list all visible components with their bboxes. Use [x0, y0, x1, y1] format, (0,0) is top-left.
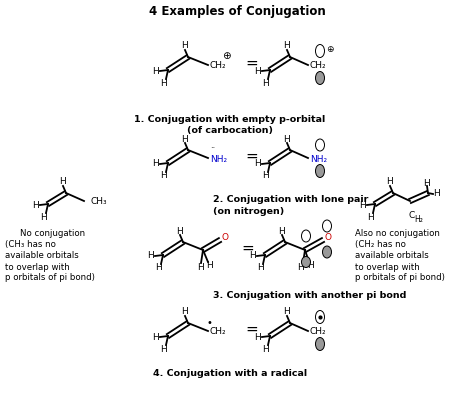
- Text: 4. Conjugation with a radical: 4. Conjugation with a radical: [153, 370, 307, 379]
- Ellipse shape: [322, 220, 331, 232]
- Text: H: H: [153, 160, 159, 168]
- Text: H: H: [153, 66, 159, 76]
- Text: =: =: [246, 149, 258, 164]
- Text: CH₂: CH₂: [310, 328, 327, 337]
- Text: 4 Examples of Conjugation: 4 Examples of Conjugation: [149, 4, 325, 18]
- Text: NH₂: NH₂: [210, 155, 227, 164]
- Text: CH₂: CH₂: [210, 328, 227, 337]
- Text: H: H: [182, 42, 188, 50]
- Text: •: •: [206, 318, 212, 328]
- Text: H: H: [283, 134, 291, 144]
- Text: CH₃: CH₃: [91, 197, 108, 206]
- Text: H: H: [255, 333, 261, 341]
- Text: H: H: [250, 252, 256, 260]
- Text: to overlap with: to overlap with: [5, 263, 70, 271]
- Text: H: H: [360, 201, 366, 210]
- Text: ··: ··: [210, 144, 216, 153]
- Text: H: H: [368, 212, 374, 221]
- Ellipse shape: [316, 139, 325, 151]
- Ellipse shape: [301, 230, 310, 242]
- Ellipse shape: [316, 72, 325, 85]
- Text: H: H: [41, 212, 47, 221]
- Text: =: =: [242, 241, 255, 256]
- Text: H: H: [283, 308, 291, 317]
- Text: No conjugation: No conjugation: [20, 228, 85, 238]
- Text: ⊕: ⊕: [222, 51, 230, 61]
- Text: H: H: [153, 333, 159, 341]
- Text: 2. Conjugation with lone pair: 2. Conjugation with lone pair: [213, 195, 368, 204]
- Text: H: H: [161, 171, 167, 180]
- Text: ⊕: ⊕: [326, 46, 334, 55]
- Text: H: H: [255, 160, 261, 168]
- Text: H: H: [161, 344, 167, 354]
- Text: H: H: [279, 227, 285, 236]
- Text: H: H: [387, 177, 393, 186]
- Text: available orbitals: available orbitals: [5, 252, 79, 260]
- Text: p orbitals of pi bond): p orbitals of pi bond): [355, 274, 445, 282]
- Text: H: H: [198, 263, 204, 271]
- Ellipse shape: [316, 337, 325, 350]
- Ellipse shape: [322, 246, 331, 258]
- Ellipse shape: [316, 311, 325, 324]
- Text: (on nitrogen): (on nitrogen): [213, 206, 284, 215]
- Text: H: H: [298, 263, 304, 271]
- Text: H: H: [255, 66, 261, 76]
- Text: 3. Conjugation with another pi bond: 3. Conjugation with another pi bond: [213, 291, 406, 300]
- Text: H: H: [147, 252, 155, 260]
- Text: NH₂: NH₂: [310, 155, 327, 164]
- Text: =: =: [246, 55, 258, 70]
- Text: H: H: [177, 227, 183, 236]
- Text: CH₂: CH₂: [310, 61, 327, 70]
- Text: CH₂: CH₂: [210, 61, 227, 70]
- Text: H: H: [263, 344, 269, 354]
- Text: H: H: [60, 177, 66, 186]
- Text: H: H: [283, 42, 291, 50]
- Text: H: H: [161, 79, 167, 88]
- Text: (CH₃ has no: (CH₃ has no: [5, 241, 56, 249]
- Text: O: O: [221, 234, 228, 243]
- Text: O: O: [325, 234, 331, 243]
- Text: H: H: [434, 190, 440, 199]
- Ellipse shape: [316, 44, 325, 57]
- Text: 1. Conjugation with empty p-orbital: 1. Conjugation with empty p-orbital: [134, 116, 326, 125]
- Text: H: H: [33, 201, 39, 210]
- Text: H: H: [424, 179, 430, 188]
- Ellipse shape: [316, 164, 325, 177]
- Text: (of carbocation): (of carbocation): [187, 127, 273, 136]
- Text: p orbitals of pi bond): p orbitals of pi bond): [5, 274, 95, 282]
- Text: H: H: [182, 134, 188, 144]
- Text: H: H: [258, 263, 264, 273]
- Text: H: H: [263, 171, 269, 180]
- Text: (CH₂ has no: (CH₂ has no: [355, 241, 406, 249]
- Text: Also no conjugation: Also no conjugation: [355, 228, 440, 238]
- Text: H: H: [263, 79, 269, 88]
- Text: H: H: [155, 263, 163, 273]
- Text: H₂: H₂: [415, 214, 423, 223]
- Text: H: H: [207, 262, 213, 271]
- Text: H: H: [308, 262, 314, 271]
- Text: C: C: [409, 210, 415, 219]
- Text: =: =: [246, 322, 258, 337]
- Text: available orbitals: available orbitals: [355, 252, 429, 260]
- Text: to overlap with: to overlap with: [355, 263, 420, 271]
- Text: H: H: [182, 308, 188, 317]
- Ellipse shape: [301, 256, 310, 267]
